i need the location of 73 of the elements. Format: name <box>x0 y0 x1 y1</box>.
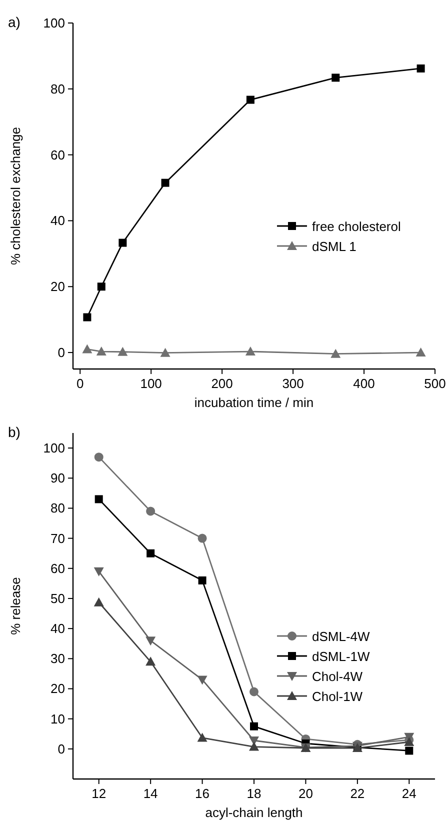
point <box>146 506 156 516</box>
point <box>94 452 104 462</box>
point <box>96 346 106 356</box>
point <box>82 344 92 354</box>
legend-label: dSML-1W <box>312 649 371 664</box>
point <box>118 238 127 247</box>
point <box>197 732 208 742</box>
y-tick-label: 40 <box>50 621 65 636</box>
point <box>146 549 155 558</box>
point <box>97 282 106 291</box>
point <box>332 74 340 82</box>
point <box>94 597 104 606</box>
point <box>94 495 103 504</box>
point <box>245 346 256 356</box>
point <box>146 636 156 646</box>
point <box>146 656 156 666</box>
point <box>161 178 170 187</box>
x-tick-label: 0 <box>76 376 84 391</box>
y-tick-label: 70 <box>50 530 65 546</box>
x-tick-label: 12 <box>92 786 106 801</box>
point <box>198 576 206 584</box>
y-tick-label: 10 <box>50 711 65 726</box>
point <box>197 676 208 685</box>
point <box>250 722 258 730</box>
point <box>416 64 425 72</box>
point <box>160 348 170 357</box>
x-axis-title: incubation time / min <box>194 395 314 410</box>
text: a) <box>8 14 20 30</box>
y-tick-label: 60 <box>50 147 65 162</box>
x-tick-label: 20 <box>298 786 313 801</box>
point <box>405 746 414 755</box>
legend-label: dSML 1 <box>312 239 356 254</box>
x-tick-label: 200 <box>211 376 233 391</box>
x-tick-label: 500 <box>424 376 446 391</box>
point <box>249 736 259 746</box>
x-axis-title: acyl-chain length <box>205 805 303 820</box>
x-tick-label: 400 <box>353 376 375 391</box>
x-tick-label: 18 <box>246 786 262 801</box>
point <box>246 96 254 104</box>
y-tick-label: 20 <box>50 279 65 294</box>
x-tick-label: 24 <box>402 786 416 801</box>
y-tick-label: 30 <box>50 651 65 666</box>
text: b) <box>8 424 20 440</box>
legend-label: free cholesterol <box>312 219 401 234</box>
point <box>118 346 128 356</box>
y-tick-label: 100 <box>43 440 65 456</box>
y-axis-title: % cholesterol exchange <box>8 126 23 266</box>
legend-label: dSML-4W <box>312 629 371 644</box>
y-tick-label: 80 <box>50 81 65 96</box>
x-tick-label: 14 <box>143 786 158 801</box>
point <box>330 348 341 358</box>
x-tick-label: 100 <box>140 376 162 391</box>
point <box>83 313 92 322</box>
point <box>94 567 104 576</box>
y-tick-label: 0 <box>58 741 65 756</box>
y-tick-label: 100 <box>43 16 65 30</box>
y-tick-label: 0 <box>58 345 65 360</box>
y-axis-title: % release <box>8 577 23 635</box>
point <box>416 348 426 357</box>
y-tick-label: 60 <box>50 560 65 576</box>
x-tick-label: 16 <box>195 786 210 801</box>
legend-label: Chol-1W <box>312 689 364 704</box>
legend-label: Chol-4W <box>312 669 364 684</box>
y-tick-label: 50 <box>50 590 65 606</box>
point <box>249 742 259 751</box>
x-tick-label: 300 <box>282 376 304 391</box>
y-tick-label: 20 <box>50 681 65 696</box>
y-tick-label: 90 <box>50 470 65 486</box>
y-tick-label: 80 <box>50 500 65 516</box>
point <box>250 687 258 696</box>
x-tick-label: 22 <box>350 786 365 801</box>
y-tick-label: 40 <box>50 213 65 228</box>
point <box>198 534 207 543</box>
